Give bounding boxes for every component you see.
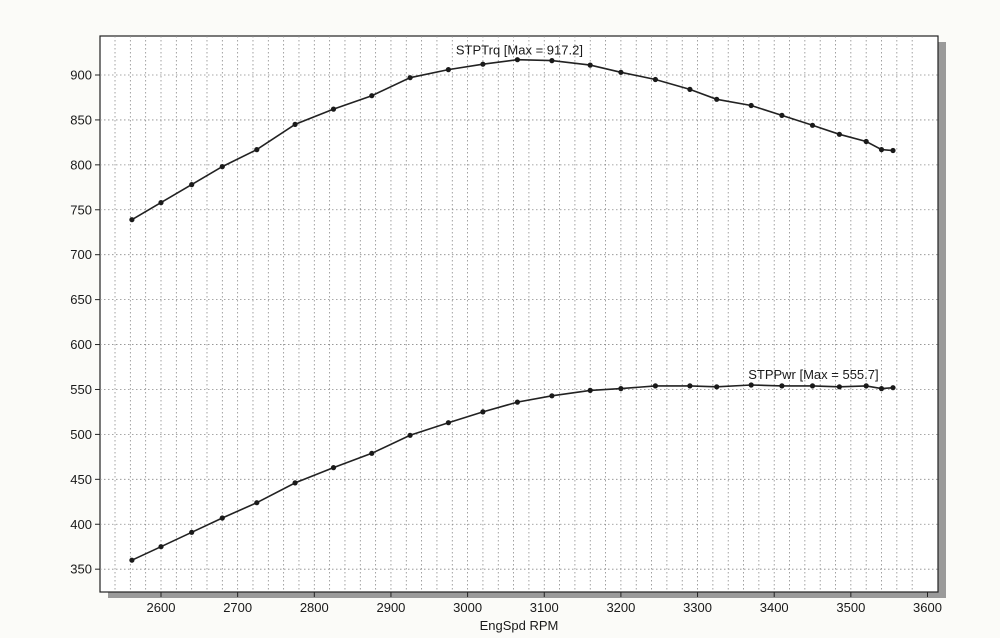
data-point-stppwr	[618, 386, 624, 392]
plot-area	[99, 35, 939, 593]
data-point-stptrq	[480, 61, 486, 67]
x-tick-label: 3300	[683, 600, 712, 615]
series-label-stptrq: STPTrq [Max = 917.2]	[456, 43, 583, 58]
data-point-stptrq	[219, 164, 225, 170]
data-point-stptrq	[836, 131, 843, 137]
x-tick-label: 3400	[760, 600, 789, 615]
data-point-stptrq	[549, 58, 555, 64]
data-point-stppwr	[836, 384, 843, 390]
data-point-stppwr	[330, 465, 337, 471]
data-point-stptrq	[652, 76, 659, 83]
data-point-stppwr	[748, 382, 754, 388]
data-point-stppwr	[652, 383, 659, 389]
y-tick-label: 500	[70, 427, 92, 442]
data-point-stptrq	[863, 138, 869, 145]
x-tick-label: 2700	[223, 600, 252, 615]
data-point-stptrq	[587, 62, 593, 68]
data-point-stppwr	[219, 515, 225, 521]
data-point-stptrq	[330, 106, 337, 112]
x-tick-label: 3200	[606, 600, 635, 615]
y-tick-label: 700	[70, 247, 92, 262]
y-tick-label: 800	[70, 157, 92, 172]
data-point-stptrq	[407, 75, 413, 81]
data-point-stppwr	[129, 557, 135, 563]
data-point-stppwr	[687, 383, 693, 389]
data-point-stppwr	[714, 384, 720, 390]
data-point-stppwr	[809, 383, 816, 389]
data-point-stppwr	[514, 399, 521, 405]
y-tick-label: 550	[70, 382, 92, 397]
x-tick-label: 2600	[147, 600, 176, 615]
data-point-stptrq	[618, 69, 624, 75]
data-point-stptrq	[158, 200, 164, 206]
series-stptrq: STPTrq [Max = 917.2]	[129, 43, 896, 223]
data-point-stppwr	[189, 529, 195, 535]
y-tick-label: 600	[70, 337, 92, 352]
data-point-stptrq	[514, 57, 521, 63]
data-point-stppwr	[407, 432, 413, 438]
data-point-stptrq	[748, 102, 754, 109]
y-tick-label: 850	[70, 112, 92, 127]
data-point-stptrq	[189, 182, 195, 188]
data-point-stptrq	[878, 147, 885, 153]
data-point-stptrq	[369, 93, 375, 99]
data-point-stptrq	[890, 147, 896, 154]
data-point-stptrq	[445, 67, 451, 73]
data-point-stppwr	[587, 387, 593, 393]
data-point-stppwr	[549, 393, 555, 399]
x-tick-label: 3000	[453, 600, 482, 615]
series-label-stppwr: STPPwr [Max = 555.7]	[748, 367, 878, 382]
x-tick-label: 3600	[913, 600, 942, 615]
data-point-stptrq	[779, 112, 785, 118]
y-tick-label: 400	[70, 517, 92, 532]
data-point-stppwr	[369, 450, 375, 456]
y-tick-label: 650	[70, 292, 92, 307]
y-tick-label: 350	[70, 562, 92, 577]
data-point-stptrq	[129, 217, 135, 223]
grid	[100, 36, 938, 592]
data-point-stptrq	[292, 121, 298, 127]
data-point-stppwr	[445, 420, 451, 426]
data-point-stptrq	[714, 96, 720, 102]
series-stppwr: STPPwr [Max = 555.7]	[129, 367, 896, 563]
data-point-stppwr	[878, 386, 885, 392]
x-axis-ticks: 2600 2700 2800 2900 3000 3100 3200 3300 3400 3500…	[147, 592, 942, 615]
data-point-stptrq	[809, 122, 816, 128]
x-tick-label: 2800	[300, 600, 329, 615]
data-point-stppwr	[480, 409, 486, 415]
data-point-stppwr	[779, 383, 785, 389]
data-point-stppwr	[254, 500, 260, 506]
data-point-stppwr	[158, 544, 164, 550]
x-axis-title: EngSpd RPM	[480, 618, 559, 633]
x-tick-label: 3100	[530, 600, 559, 615]
data-point-stppwr	[863, 383, 869, 389]
data-point-stppwr	[292, 480, 298, 486]
data-point-stptrq	[687, 86, 693, 92]
series-layer: STPTrq [Max = 917.2] STPPwr [Max = 555.7]	[129, 43, 896, 563]
data-point-stptrq	[254, 147, 260, 153]
y-tick-label: 900	[70, 68, 92, 83]
y-tick-label: 450	[70, 472, 92, 487]
y-axis-ticks: 350 400 450 500 550 600 650 700 750 800 850 900	[70, 68, 100, 577]
data-point-stppwr	[890, 385, 896, 391]
x-tick-label: 3500	[836, 600, 865, 615]
y-tick-label: 750	[70, 202, 92, 217]
x-tick-label: 2900	[376, 600, 405, 615]
